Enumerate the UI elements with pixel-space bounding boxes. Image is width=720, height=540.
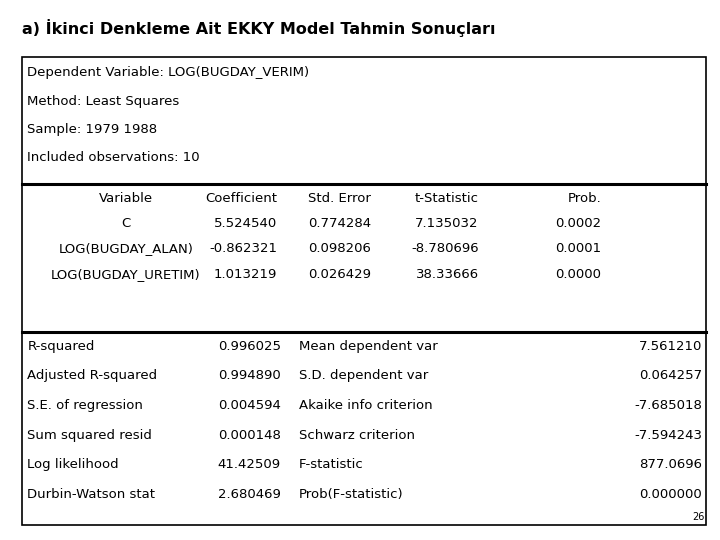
Text: 7.135032: 7.135032 [415, 217, 479, 230]
Text: -8.780696: -8.780696 [411, 242, 479, 255]
Bar [22, 57, 706, 525]
Text: Durbin-Watson stat: Durbin-Watson stat [27, 488, 156, 501]
Text: 5.524540: 5.524540 [214, 217, 277, 230]
Text: 26: 26 [692, 512, 704, 522]
Text: S.E. of regression: S.E. of regression [27, 399, 143, 412]
Text: Prob.: Prob. [567, 192, 601, 205]
Text: t-Statistic: t-Statistic [415, 192, 479, 205]
Text: Method: Least Squares: Method: Least Squares [27, 94, 179, 107]
Text: 0.994890: 0.994890 [218, 369, 281, 382]
Text: Included observations: 10: Included observations: 10 [27, 151, 200, 164]
Text: 0.000148: 0.000148 [218, 429, 281, 442]
Text: C: C [122, 217, 130, 230]
Text: -7.685018: -7.685018 [634, 399, 702, 412]
Text: F-statistic: F-statistic [299, 458, 364, 471]
Text: R-squared: R-squared [27, 340, 95, 353]
Text: Log likelihood: Log likelihood [27, 458, 119, 471]
Text: Mean dependent var: Mean dependent var [299, 340, 438, 353]
Text: a) İkinci Denkleme Ait EKKY Model Tahmin Sonuçları: a) İkinci Denkleme Ait EKKY Model Tahmin… [22, 19, 495, 37]
Text: S.D. dependent var: S.D. dependent var [299, 369, 428, 382]
Text: Std. Error: Std. Error [308, 192, 371, 205]
Text: 0.996025: 0.996025 [218, 340, 281, 353]
Text: 7.561210: 7.561210 [639, 340, 702, 353]
Text: 0.0002: 0.0002 [555, 217, 601, 230]
Text: 877.0696: 877.0696 [639, 458, 702, 471]
Text: LOG(BUGDAY_ALAN): LOG(BUGDAY_ALAN) [58, 242, 194, 255]
Text: Dependent Variable: LOG(BUGDAY_VERIM): Dependent Variable: LOG(BUGDAY_VERIM) [27, 66, 310, 79]
Text: -0.862321: -0.862321 [210, 242, 277, 255]
Text: 1.013219: 1.013219 [214, 268, 277, 281]
Text: 0.064257: 0.064257 [639, 369, 702, 382]
Text: LOG(BUGDAY_URETIM): LOG(BUGDAY_URETIM) [51, 268, 201, 281]
Text: 0.000000: 0.000000 [639, 488, 702, 501]
Text: 0.0001: 0.0001 [555, 242, 601, 255]
Text: Sum squared resid: Sum squared resid [27, 429, 152, 442]
Text: Adjusted R-squared: Adjusted R-squared [27, 369, 158, 382]
Text: Akaike info criterion: Akaike info criterion [299, 399, 433, 412]
Text: 2.680469: 2.680469 [218, 488, 281, 501]
Text: 0.0000: 0.0000 [555, 268, 601, 281]
Text: Schwarz criterion: Schwarz criterion [299, 429, 415, 442]
Text: Prob(F-statistic): Prob(F-statistic) [299, 488, 403, 501]
Text: 0.004594: 0.004594 [218, 399, 281, 412]
Text: 38.33666: 38.33666 [415, 268, 479, 281]
Text: Variable: Variable [99, 192, 153, 205]
Text: 0.026429: 0.026429 [308, 268, 371, 281]
Text: -7.594243: -7.594243 [634, 429, 702, 442]
Text: 0.774284: 0.774284 [307, 217, 371, 230]
Text: 0.098206: 0.098206 [308, 242, 371, 255]
Text: Sample: 1979 1988: Sample: 1979 1988 [27, 123, 158, 136]
Text: 41.42509: 41.42509 [217, 458, 281, 471]
Text: Coefficient: Coefficient [205, 192, 277, 205]
